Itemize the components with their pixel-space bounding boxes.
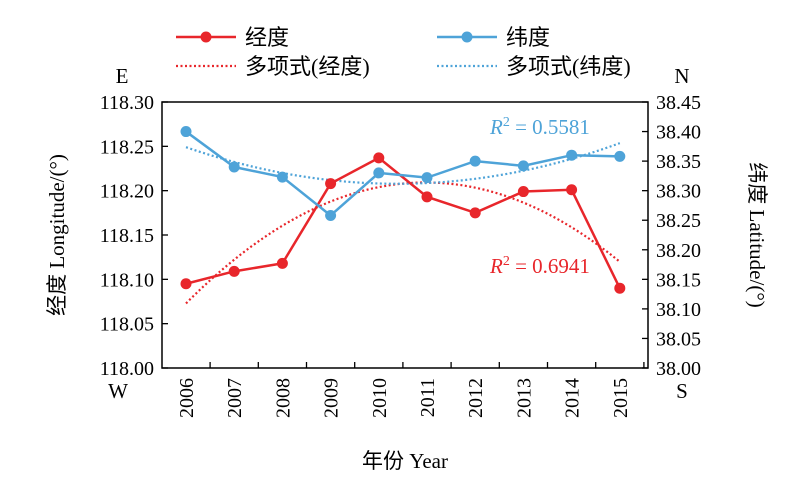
r2-latitude-annotation: R2 = 0.5581 [489,115,590,139]
longitude-line [185,156,621,289]
latitude-point [325,209,337,221]
x-tick-label: 2010 [369,378,391,418]
latitude-point [517,160,529,172]
left-tick-label: 118.15 [100,225,154,247]
longitude-point [421,191,433,203]
latitude-trendline [185,142,621,185]
longitude-point [180,278,192,290]
right-tick-label: 38.25 [656,210,701,232]
x-tick-label: 2012 [465,378,487,418]
right-tick-label: 38.20 [656,240,701,262]
longitude-point [228,265,240,277]
right-tick-label: 38.15 [656,269,701,291]
corner-label-west: W [108,379,128,403]
y-axis-right-title: 纬度 Latitude/(°) [745,162,769,307]
r2-latitude-value: = 0.5581 [510,115,590,139]
legend-longitude-trend-label: 多项式(经度) [245,54,370,79]
legend-longitude-marker [200,31,212,43]
right-tick-label: 38.40 [656,122,701,144]
left-axis: 118.00 118.05 118.10 118.15 118.20 118.25 118.… [100,92,168,380]
right-tick-label: 38.00 [656,358,701,380]
legend-item-latitude-trend: 多项式(纬度) [437,54,631,79]
x-tick-label: 2015 [610,378,632,418]
x-axis-title: 年份 Year [362,449,448,473]
legend-item-latitude: 纬度 [437,25,550,50]
latitude-point [614,150,626,162]
x-tick-label: 2007 [224,378,246,418]
longitude-point [469,207,481,219]
longitude-point [276,257,288,269]
longitude-trendline [185,181,621,305]
right-tick-label: 38.10 [656,299,701,321]
longitude-point [373,152,385,164]
x-tick-label: 2014 [562,378,584,418]
legend-latitude-label: 纬度 [506,25,550,50]
left-tick-label: 118.30 [100,92,154,114]
r2-longitude-var: R [489,254,503,278]
x-tick-label: 2008 [272,378,294,418]
corner-label-east: E [116,64,129,88]
x-tick-label: 2009 [321,378,343,418]
legend: 经度 多项式(经度) 纬度 多项式(纬度) [176,25,631,79]
longitude-point [566,184,578,196]
left-tick-label: 118.05 [100,314,154,336]
latitude-point [421,172,433,184]
x-tick-label: 2013 [513,378,535,418]
r2-latitude-var: R [489,115,503,139]
legend-latitude-marker [461,31,473,43]
r2-longitude-value: = 0.6941 [510,254,590,278]
right-axis: 38.00 38.05 38.10 38.15 38.20 38.25 38.30 38.35… [642,92,701,380]
left-tick-label: 118.00 [100,358,154,380]
x-axis: 2006 2007 2008 2009 2010 2011 2012 2013 2014 2015 [176,362,645,418]
legend-latitude-trend-label: 多项式(纬度) [506,54,631,79]
trendlines [185,142,621,305]
latitude-point [373,167,385,179]
longitude-point [517,186,529,198]
longitude-point [614,282,626,294]
r2-latitude-sup: 2 [503,115,510,130]
right-tick-label: 38.35 [656,151,701,173]
left-tick-label: 118.10 [100,269,154,291]
latitude-point [469,155,481,167]
x-tick-label: 2006 [176,378,198,418]
right-tick-label: 38.45 [656,92,701,114]
left-tick-label: 118.25 [100,136,154,158]
series [180,126,626,294]
latitude-point [180,126,192,138]
latitude-point [566,149,578,161]
latitude-point [276,171,288,183]
latitude-line [185,130,620,218]
legend-item-longitude-trend: 多项式(经度) [176,54,370,79]
y-axis-left-title: 经度 Longitude/(°) [45,154,69,316]
right-tick-label: 38.05 [656,328,701,350]
legend-item-longitude: 经度 [176,25,289,50]
plot-frame [161,101,649,369]
r2-longitude-sup: 2 [503,254,510,269]
right-tick-label: 38.30 [656,181,701,203]
left-tick-label: 118.20 [100,181,154,203]
r2-longitude-annotation: R2 = 0.6941 [489,254,590,278]
corner-label-north: N [674,64,689,88]
x-tick-label: 2011 [417,378,439,417]
legend-longitude-label: 经度 [245,25,289,50]
corner-label-south: S [676,379,688,403]
longitude-point [325,178,337,190]
latitude-point [228,161,240,173]
